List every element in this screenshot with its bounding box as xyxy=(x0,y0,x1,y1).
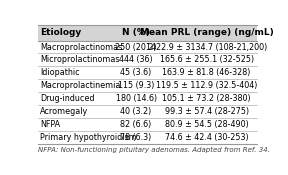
Text: 444 (36): 444 (36) xyxy=(119,55,153,64)
Text: Mean PRL (range) (ng/mL): Mean PRL (range) (ng/mL) xyxy=(140,28,274,37)
Text: 74.6 ± 42.4 (30-253): 74.6 ± 42.4 (30-253) xyxy=(165,133,249,142)
Text: NFPA: Non-functioning pituitary adenomas. Adapted from Ref. 34.: NFPA: Non-functioning pituitary adenomas… xyxy=(38,147,270,153)
Text: 105.1 ± 73.2 (28-380): 105.1 ± 73.2 (28-380) xyxy=(162,94,251,103)
Text: Idiopathic: Idiopathic xyxy=(40,68,80,77)
Text: 250 (20.2): 250 (20.2) xyxy=(115,43,157,51)
Text: 115 (9.3): 115 (9.3) xyxy=(118,81,154,90)
Text: 119.5 ± 112.9 (32.5-404): 119.5 ± 112.9 (32.5-404) xyxy=(156,81,257,90)
Text: Acromegaly: Acromegaly xyxy=(40,107,88,116)
Text: Primary hypothyroidism: Primary hypothyroidism xyxy=(40,133,137,142)
Text: 82 (6.6): 82 (6.6) xyxy=(120,120,152,129)
Text: Etiology: Etiology xyxy=(40,28,81,37)
Text: 180 (14.6): 180 (14.6) xyxy=(115,94,157,103)
Text: Drug-induced: Drug-induced xyxy=(40,94,94,103)
Text: 165.6 ± 255.1 (32-525): 165.6 ± 255.1 (32-525) xyxy=(160,55,254,64)
Text: Microprolactinomas: Microprolactinomas xyxy=(40,55,120,64)
Text: 80.9 ± 54.5 (28-490): 80.9 ± 54.5 (28-490) xyxy=(165,120,249,129)
Text: Macroprolactinomas: Macroprolactinomas xyxy=(40,43,122,51)
Text: 99.3 ± 57.4 (28-275): 99.3 ± 57.4 (28-275) xyxy=(165,107,249,116)
Text: 40 (3.2): 40 (3.2) xyxy=(120,107,152,116)
Text: 1422.9 ± 3134.7 (108-21,200): 1422.9 ± 3134.7 (108-21,200) xyxy=(146,43,267,51)
Text: 78 (6.3): 78 (6.3) xyxy=(120,133,152,142)
Text: 45 (3.6): 45 (3.6) xyxy=(120,68,152,77)
Text: N (%): N (%) xyxy=(122,28,150,37)
Text: 163.9 ± 81.8 (46-328): 163.9 ± 81.8 (46-328) xyxy=(162,68,251,77)
Text: Macroprolactinemia: Macroprolactinemia xyxy=(40,81,120,90)
Text: NFPA: NFPA xyxy=(40,120,60,129)
Bar xyxy=(38,25,257,41)
